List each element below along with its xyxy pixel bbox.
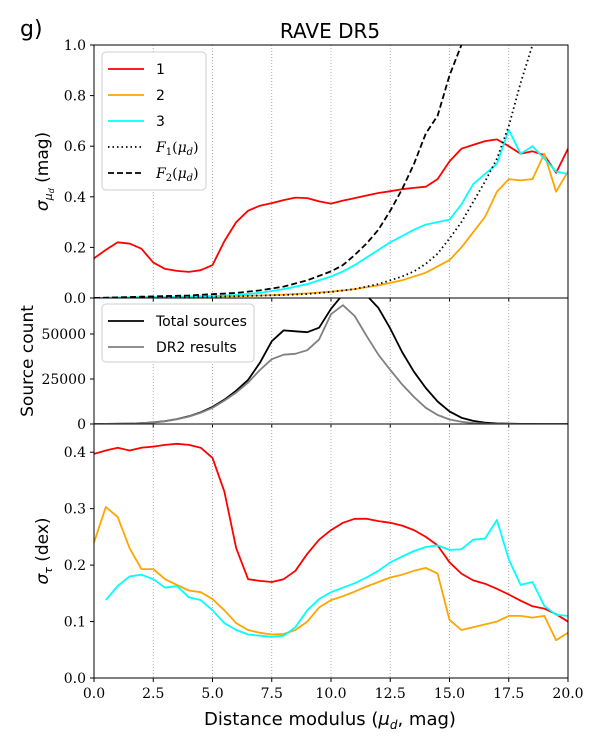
panel-top: 0.0 0.2 0.4 0.6 0.8 1.0 σμd (mag) 1 2 3 F1(μd) F2(μ…: [33, 38, 569, 307]
top-series-line-2: [94, 128, 568, 298]
panel-label: g): [20, 17, 43, 42]
bottom-series-line-0: [94, 442, 568, 623]
legend-box: [101, 51, 207, 191]
legend-label: 1: [156, 62, 165, 78]
x-axis-label: Distance modulus (μd, mag): [204, 709, 456, 732]
y-tick-label: 0.0: [64, 671, 86, 687]
x-tick-label: 5.0: [201, 686, 223, 702]
x-tick-label: 10.0: [315, 686, 346, 702]
y-tick-label: 1.0: [64, 38, 86, 54]
legend-middle: Total sources DR2 results: [101, 303, 255, 363]
y-tick-label: 0.8: [64, 89, 86, 105]
top-series-line-3: [94, 45, 534, 298]
x-tick-label: 2.5: [142, 686, 164, 702]
legend-label: Total sources: [155, 314, 247, 330]
x-tick-label: 12.5: [375, 686, 406, 702]
y-axis-label: σμd (mag): [33, 132, 56, 211]
x-tick-label: 20.0: [552, 686, 583, 702]
chart-title: RAVE DR5: [280, 19, 380, 43]
top-series-line-0: [94, 138, 568, 273]
y-tick-label: 0.6: [64, 139, 86, 155]
panel-bottom: 0.0 0.1 0.2 0.3 0.4 0.0 2.5 5.0 7.5 10.0 12.5 15.0 1…: [33, 423, 584, 702]
y-tick-label: 0.0: [64, 291, 86, 307]
plot-layer: 0.0 0.2 0.4 0.6 0.8 1.0 σμd (mag) 1 2 3 F1(μd) F2(μ…: [18, 38, 584, 702]
series-group: [94, 45, 568, 298]
y-axis-label: στ (dex): [33, 517, 55, 584]
legend-label: 2: [156, 88, 165, 104]
x-tick-label: 7.5: [261, 686, 283, 702]
x-tick-label: 15.0: [434, 686, 465, 702]
y-tick-label: 0: [77, 417, 86, 433]
y-tick-label: 50000: [41, 327, 86, 343]
x-tick-label: 0.0: [83, 686, 105, 702]
y-tick-label: 0.4: [64, 445, 86, 461]
y-axis-label: Source count: [18, 305, 38, 417]
bottom-series-line-2: [105, 519, 568, 638]
y-tick-label: 0.3: [64, 502, 86, 518]
y-tick-label: 0.2: [64, 240, 86, 256]
legend-label: DR2 results: [156, 340, 237, 356]
series-group: [94, 442, 568, 642]
legend-label: 3: [156, 114, 165, 130]
legend-top: 1 2 3 F1(μd) F2(μd): [101, 51, 207, 191]
y-tick-label: 0.1: [64, 615, 86, 631]
bottom-series-line-1: [94, 506, 568, 642]
legend-label: F2(μd): [155, 166, 199, 184]
x-tick-label: 17.5: [493, 686, 524, 702]
legend-label: F1(μd): [155, 140, 199, 158]
y-tick-label: 0.2: [64, 558, 86, 574]
y-tick-label: 25000: [41, 372, 86, 388]
y-tick-label: 0.4: [64, 190, 86, 206]
